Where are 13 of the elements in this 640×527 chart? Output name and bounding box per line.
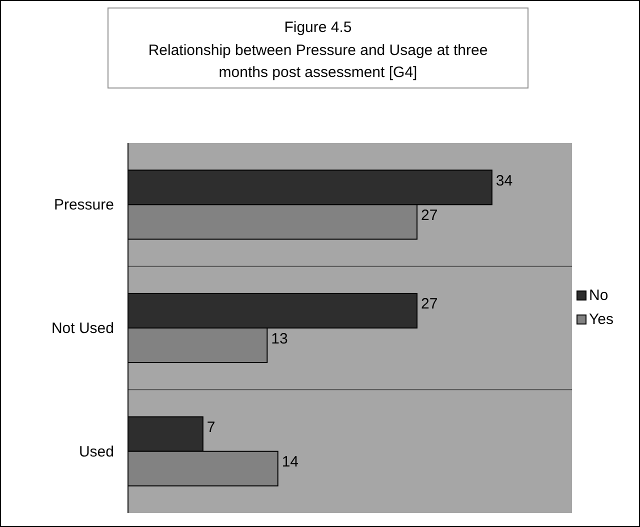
legend-label: No bbox=[589, 287, 608, 304]
data-label: 27 bbox=[421, 296, 438, 313]
y-tick-label: Pressure bbox=[54, 196, 114, 214]
y-tick-label: Not Used bbox=[51, 320, 114, 337]
chart-subtitle: Relationship between Pressure and Usage at three months post assessment [G4] bbox=[148, 42, 488, 81]
data-label: 14 bbox=[282, 454, 299, 471]
legend-label: Yes bbox=[589, 311, 614, 328]
chart-title: Figure 4.5 bbox=[284, 19, 352, 36]
data-label: 34 bbox=[496, 172, 513, 190]
data-label: 7 bbox=[206, 419, 216, 436]
data-label: 27 bbox=[421, 206, 438, 224]
data-label: 13 bbox=[271, 330, 288, 348]
y-tick-label: Used bbox=[78, 443, 114, 460]
